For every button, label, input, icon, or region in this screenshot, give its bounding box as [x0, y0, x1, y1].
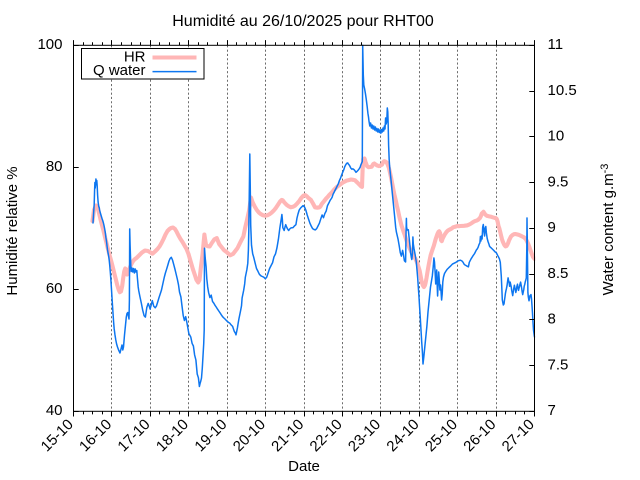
svg-text:Humidité relative %: Humidité relative %: [4, 166, 21, 295]
svg-text:9.5: 9.5: [548, 174, 569, 191]
svg-text:Q water: Q water: [93, 62, 146, 79]
svg-text:Water content g.m-3: Water content g.m-3: [599, 164, 617, 296]
svg-text:9: 9: [548, 219, 556, 236]
svg-text:8.5: 8.5: [548, 265, 569, 282]
svg-text:60: 60: [46, 280, 63, 297]
svg-text:7: 7: [548, 402, 556, 419]
svg-text:Date: Date: [288, 458, 320, 475]
svg-text:Humidité au 26/10/2025 pour RH: Humidité au 26/10/2025 pour RHT00: [172, 13, 434, 30]
svg-text:40: 40: [46, 402, 63, 419]
svg-text:80: 80: [46, 158, 63, 175]
svg-text:10.5: 10.5: [548, 82, 577, 99]
svg-text:11: 11: [548, 36, 564, 53]
svg-text:HR: HR: [124, 48, 146, 65]
svg-text:10: 10: [548, 128, 565, 145]
svg-text:7.5: 7.5: [548, 356, 569, 373]
svg-text:8: 8: [548, 311, 556, 328]
svg-text:100: 100: [37, 36, 62, 53]
